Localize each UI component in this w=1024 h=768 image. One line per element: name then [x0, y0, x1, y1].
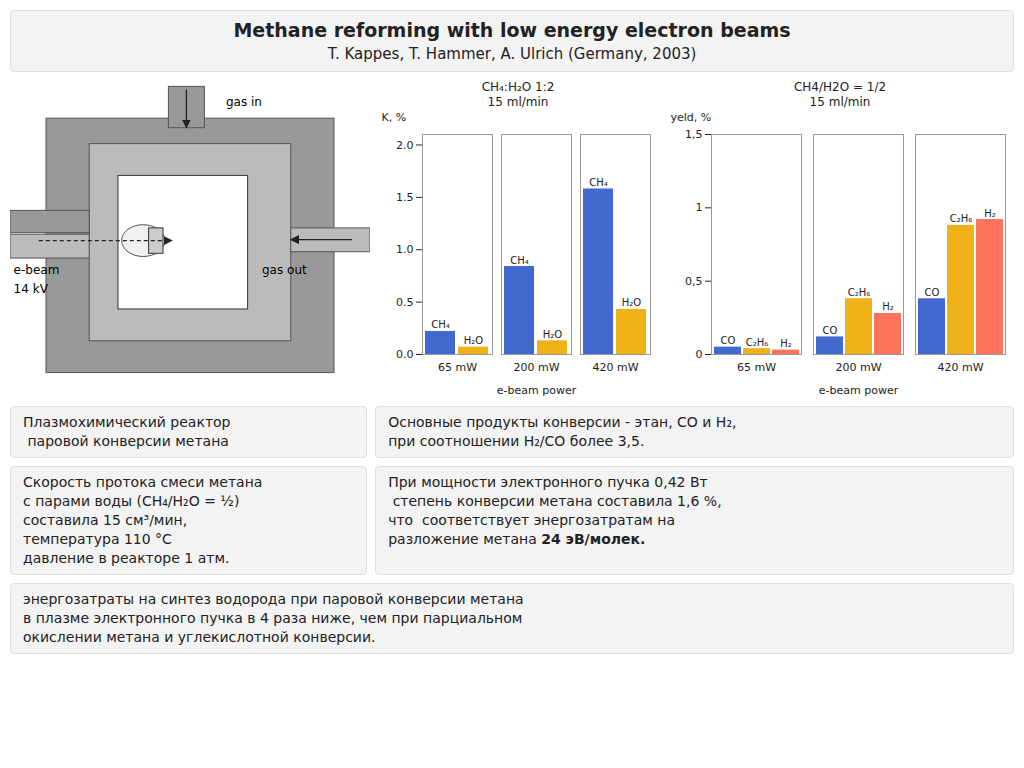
svg-text:200 mW: 200 mW: [513, 361, 559, 374]
html-text:степень конверсии метана соста: степень конверсии метана составила 1,6 %…: [388, 493, 722, 509]
html-text:паровой конверсии метана: паровой конверсии метана: [23, 433, 229, 449]
svg-text:0: 0: [696, 348, 703, 361]
html-text:при соотношении H₂/CO более 3,: при соотношении H₂/CO более 3,5.: [388, 433, 645, 449]
html-text:Плазмохимический реактор: Плазмохимический реактор: [23, 414, 231, 430]
svg-text:H₂O: H₂O: [543, 329, 563, 340]
svg-text:65 mW: 65 mW: [737, 361, 776, 374]
html-text:энергозатраты на синтез водоро: энергозатраты на синтез водорода при пар…: [23, 591, 524, 607]
html-text:в плазме электронного пучка в: в плазме электронного пучка в 4 раза ниж…: [23, 610, 523, 626]
svg-text:0,5: 0,5: [685, 275, 703, 288]
html-text:CH4/H2O = 1/2: CH4/H2O = 1/2: [793, 80, 887, 94]
svg-text:H₂O: H₂O: [464, 335, 484, 346]
html-text:Основные продукты конверсии -: Основные продукты конверсии - этан, CO и…: [388, 414, 737, 430]
html-text:T. Kappes, T. Hammer, A. Ulric: T. Kappes, T. Hammer, A. Ulrich (Germany…: [327, 45, 697, 63]
svg-text:K, %: K, %: [382, 111, 407, 124]
svg-text:gas out: gas out: [262, 263, 307, 277]
svg-text:gas in: gas in: [226, 95, 262, 109]
svg-text:e-beam power: e-beam power: [819, 384, 899, 397]
html-text:15 ml/min: 15 ml/min: [487, 95, 549, 109]
svg-text:H₂: H₂: [882, 301, 894, 312]
svg-text:200 mW: 200 mW: [835, 361, 881, 374]
html-text:с парами воды (CH₄/H₂O = ½): с парами воды (CH₄/H₂O = ½): [23, 493, 240, 509]
svg-text:1.5: 1.5: [396, 191, 414, 204]
svg-text:CO: CO: [823, 325, 838, 336]
html-text:Скорость протока смеси метана: Скорость протока смеси метана: [23, 474, 263, 490]
svg-text:1,5: 1,5: [685, 128, 703, 141]
html-text:15 ml/min: 15 ml/min: [809, 95, 871, 109]
svg-text:H₂: H₂: [984, 208, 996, 219]
html-text:При мощности электронного пучк: При мощности электронного пучка 0,42 Вт: [388, 474, 708, 490]
svg-text:420 mW: 420 mW: [592, 361, 638, 374]
html-text:разложение метана 24 эВ/молек.: разложение метана 24 эВ/молек.: [388, 531, 646, 547]
svg-text:2.0: 2.0: [396, 138, 414, 151]
svg-text:C₂H₆: C₂H₆: [950, 213, 973, 224]
svg-text:C₂H₆: C₂H₆: [848, 287, 871, 298]
svg-text:yeld, %: yeld, %: [671, 111, 712, 124]
svg-text:0.5: 0.5: [396, 296, 414, 309]
svg-text:H₂O: H₂O: [622, 297, 642, 308]
svg-text:CO: CO: [925, 287, 940, 298]
svg-text:0.0: 0.0: [396, 348, 414, 361]
svg-text:CH₄: CH₄: [589, 177, 608, 188]
svg-text:1: 1: [696, 201, 703, 214]
svg-text:14 kV: 14 kV: [14, 282, 49, 296]
svg-text:CH₄: CH₄: [431, 319, 450, 330]
svg-text:CH₄: CH₄: [510, 255, 529, 266]
html-text:давление в реакторе 1 атм.: давление в реакторе 1 атм.: [23, 550, 230, 566]
html-text:окислении метана и углекислотн: окислении метана и углекислотной конверс…: [23, 629, 376, 645]
svg-text:420 mW: 420 mW: [937, 361, 983, 374]
svg-text:CO: CO: [721, 335, 736, 346]
svg-text:65 mW: 65 mW: [438, 361, 477, 374]
svg-text:H₂: H₂: [780, 338, 792, 349]
svg-text:e-beam power: e-beam power: [497, 384, 577, 397]
html-text:составила 15 см³/мин,: составила 15 см³/мин,: [23, 512, 188, 528]
html-text:CH₄:H₂O 1:2: CH₄:H₂O 1:2: [481, 80, 555, 94]
svg-text:e-beam: e-beam: [14, 263, 60, 277]
svg-text:C₂H₆: C₂H₆: [746, 337, 769, 348]
svg-text:1.0: 1.0: [396, 243, 414, 256]
html-text:Methane reforming with low ene: Methane reforming with low energy electr…: [233, 19, 791, 41]
html-text:температура 110 °C: температура 110 °C: [23, 531, 172, 547]
html-text:что соответствует энергозатрат: что соответствует энергозатратам на: [388, 512, 676, 528]
